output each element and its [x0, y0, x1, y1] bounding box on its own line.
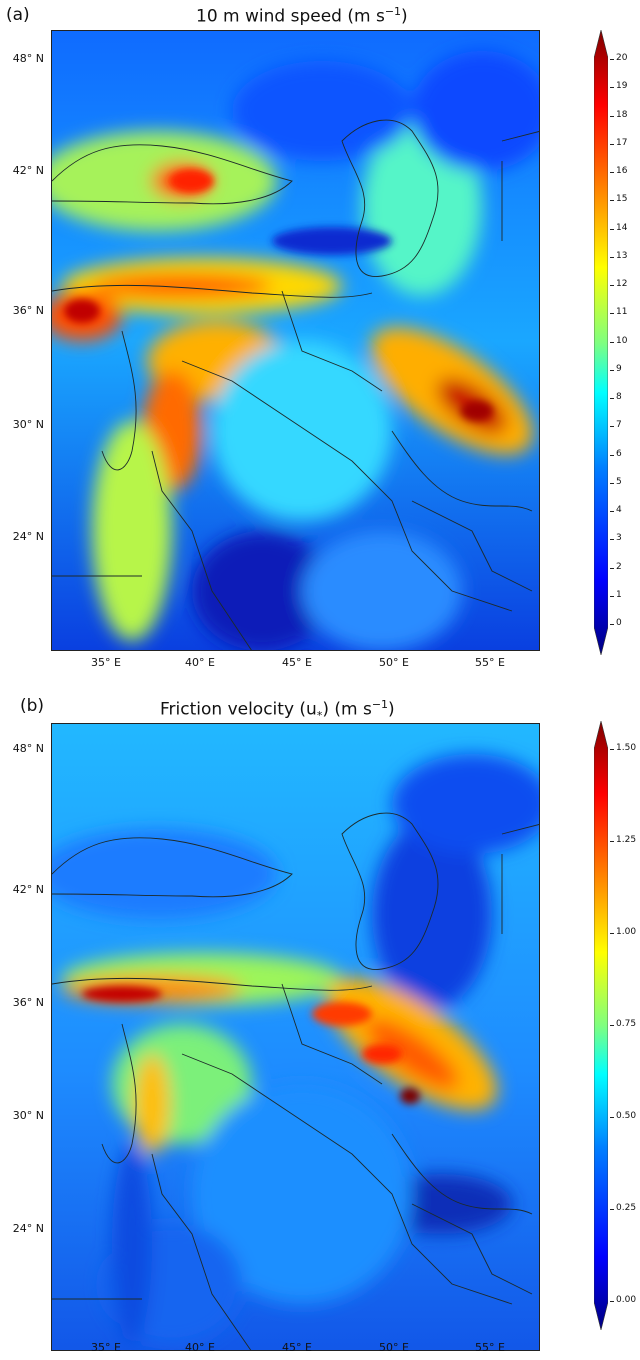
colorbar-tick-label: 1.00: [609, 927, 637, 937]
colorbar-tick-label: 10: [609, 335, 628, 346]
colorbar-tick-label: 2: [610, 561, 622, 572]
colorbar-tick-label: 0.25: [609, 1203, 637, 1213]
lat-label: 30° N: [12, 1109, 44, 1122]
colorbar-tick-label: 5: [610, 476, 622, 487]
panel-title: Friction velocity (u*) (m s−1): [160, 698, 395, 722]
panel-b: (b) Friction velocity (u*) (m s−1): [0, 690, 640, 1360]
title-text: 10 m wind speed (m s: [196, 6, 385, 27]
lon-label: 40° E: [185, 656, 215, 669]
wind-speed-map: [51, 30, 540, 651]
colorbar-tick-label: 3: [610, 533, 622, 544]
title-close: ): [401, 6, 408, 27]
lat-label: 36° N: [12, 304, 44, 317]
lon-label: 55° E: [475, 1341, 505, 1354]
colorbar-tick-label: 12: [609, 279, 628, 289]
colorbar-tick-label: 15: [609, 194, 628, 205]
colorbar-tick-label: 18: [609, 109, 628, 120]
lat-label: 24° N: [12, 1222, 44, 1235]
colorbar-tick-label: 14: [609, 222, 628, 233]
lon-label: 45° E: [282, 1341, 312, 1354]
lat-label: 48° N: [12, 742, 44, 755]
colorbar-tick-label: 1: [610, 589, 622, 600]
lon-label: 55° E: [475, 656, 505, 669]
lon-label: 35° E: [91, 656, 121, 669]
friction-velocity-map: [51, 723, 540, 1351]
title-close: ): [388, 699, 395, 720]
lat-label: 36° N: [12, 996, 44, 1009]
colorbar-tick-label: 0: [610, 618, 622, 628]
lat-label: 24° N: [12, 530, 44, 543]
colorbar-tick-label: 16: [609, 166, 628, 176]
lat-label: 42° N: [12, 883, 44, 896]
colorbar-tick-label: 6: [610, 448, 622, 459]
panel-a: (a) 10 m wind speed (m s−1): [0, 0, 640, 669]
colorbar-tick-label: 9: [610, 363, 622, 374]
lon-label: 50° E: [379, 656, 409, 669]
title-text: Friction velocity (u: [160, 699, 317, 720]
colorbar-tick-label: 7: [610, 420, 622, 431]
lat-label: 30° N: [12, 418, 44, 431]
panel-title: 10 m wind speed (m s−1): [196, 5, 408, 27]
colorbar-b: [593, 720, 609, 1331]
title-subscript: *: [316, 709, 323, 723]
panel-letter: (b): [20, 696, 45, 716]
colorbar-tick-label: 17: [609, 137, 628, 148]
colorbar-tick-label: 4: [610, 505, 622, 515]
colorbar-tick-label: 19: [609, 81, 628, 92]
colorbar-a: [593, 29, 609, 656]
lat-label: 48° N: [12, 52, 44, 65]
colorbar-tick-label: 20: [609, 53, 628, 63]
title-unit: ) (m s: [322, 699, 372, 720]
title-unit-exponent: −1: [384, 5, 402, 18]
colorbar-tick-label: 13: [609, 250, 628, 261]
lon-label: 40° E: [185, 1341, 215, 1354]
lon-label: 35° E: [91, 1341, 121, 1354]
colorbar-tick-label: 0.00: [609, 1295, 637, 1305]
lon-label: 45° E: [282, 656, 312, 669]
colorbar-tick-label: 1.25: [609, 835, 637, 845]
colorbar-tick-label: 1.50: [609, 743, 637, 753]
colorbar-tick-label: 8: [610, 392, 622, 402]
title-unit-exponent: −1: [371, 698, 389, 711]
colorbar-tick-label: 11: [609, 307, 628, 318]
colorbar-tick-label: 0.75: [609, 1019, 637, 1029]
colorbar-tick-label: 0.50: [609, 1111, 637, 1121]
panel-letter: (a): [6, 5, 30, 25]
lat-label: 42° N: [12, 164, 44, 177]
lon-label: 50° E: [379, 1341, 409, 1354]
